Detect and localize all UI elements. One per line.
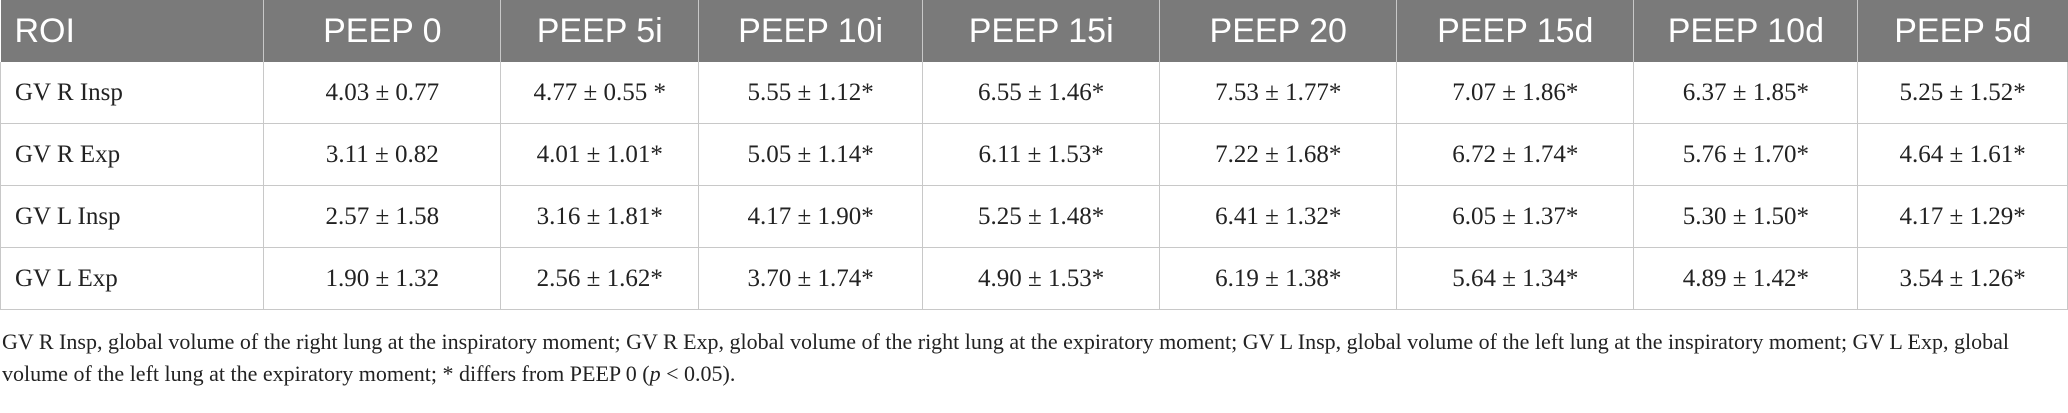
table-cell: 4.03 ± 0.77	[263, 62, 502, 124]
row-label: GV L Insp	[0, 185, 265, 248]
table-cell: 4.64 ± 1.61*	[1857, 123, 2068, 186]
row-label: GV R Insp	[0, 62, 265, 124]
table-cell: 5.05 ± 1.14*	[698, 123, 924, 186]
table-cell: 6.55 ± 1.46*	[922, 62, 1161, 124]
table-cell: 4.01 ± 1.01*	[500, 123, 700, 186]
table-cell: 4.77 ± 0.55 *	[500, 62, 700, 124]
table-cell: 4.17 ± 1.90*	[698, 185, 924, 248]
column-header-roi: ROI	[0, 0, 265, 62]
table-cell: 6.11 ± 1.53*	[922, 123, 1161, 186]
column-header-peep-10i: PEEP 10i	[698, 0, 924, 62]
table-cell: 7.53 ± 1.77*	[1159, 62, 1398, 124]
table-row-gv-r-exp: GV R Exp 3.11 ± 0.82 4.01 ± 1.01* 5.05 ±…	[0, 123, 2068, 186]
table-cell: 2.56 ± 1.62*	[500, 247, 700, 310]
table-cell: 6.41 ± 1.32*	[1159, 185, 1398, 248]
table-cell: 6.72 ± 1.74*	[1396, 123, 1635, 186]
table-cell: 2.57 ± 1.58	[263, 185, 502, 248]
column-header-peep-10d: PEEP 10d	[1633, 0, 1859, 62]
table-cell: 1.90 ± 1.32	[263, 247, 502, 310]
table-cell: 5.25 ± 1.48*	[922, 185, 1161, 248]
column-header-peep-5d: PEEP 5d	[1857, 0, 2068, 62]
table-cell: 6.05 ± 1.37*	[1396, 185, 1635, 248]
column-header-peep-5i: PEEP 5i	[500, 0, 700, 62]
table-cell: 3.54 ± 1.26*	[1857, 247, 2068, 310]
table-cell: 5.76 ± 1.70*	[1633, 123, 1859, 186]
footnote-threshold: < 0.05).	[660, 361, 736, 386]
footnote-text: GV R Insp, global volume of the right lu…	[2, 329, 2009, 386]
column-header-peep-20: PEEP 20	[1159, 0, 1398, 62]
row-label: GV L Exp	[0, 247, 265, 310]
table-cell: 5.55 ± 1.12*	[698, 62, 924, 124]
column-header-peep-15d: PEEP 15d	[1396, 0, 1635, 62]
header-row: ROI PEEP 0 PEEP 5i PEEP 10i PEEP 15i PEE…	[0, 0, 2068, 62]
table-cell: 7.07 ± 1.86*	[1396, 62, 1635, 124]
table-cell: 5.25 ± 1.52*	[1857, 62, 2068, 124]
table-cell: 4.90 ± 1.53*	[922, 247, 1161, 310]
data-table: ROI PEEP 0 PEEP 5i PEEP 10i PEEP 15i PEE…	[0, 0, 2068, 310]
table-footnote: GV R Insp, global volume of the right lu…	[0, 310, 2068, 390]
table-cell: 3.11 ± 0.82	[263, 123, 502, 186]
table-cell: 5.64 ± 1.34*	[1396, 247, 1635, 310]
column-header-peep-15i: PEEP 15i	[922, 0, 1161, 62]
table-cell: 7.22 ± 1.68*	[1159, 123, 1398, 186]
table-cell: 3.70 ± 1.74*	[698, 247, 924, 310]
column-header-peep-0: PEEP 0	[263, 0, 502, 62]
table-cell: 6.37 ± 1.85*	[1633, 62, 1859, 124]
table-cell: 4.89 ± 1.42*	[1633, 247, 1859, 310]
table-cell: 5.30 ± 1.50*	[1633, 185, 1859, 248]
table-row-gv-l-exp: GV L Exp 1.90 ± 1.32 2.56 ± 1.62* 3.70 ±…	[0, 247, 2068, 310]
table-cell: 6.19 ± 1.38*	[1159, 247, 1398, 310]
table-row-gv-l-insp: GV L Insp 2.57 ± 1.58 3.16 ± 1.81* 4.17 …	[0, 185, 2068, 248]
row-label: GV R Exp	[0, 123, 265, 186]
table-cell: 3.16 ± 1.81*	[500, 185, 700, 248]
table-row-gv-r-insp: GV R Insp 4.03 ± 0.77 4.77 ± 0.55 * 5.55…	[0, 62, 2068, 124]
footnote-p-symbol: p	[649, 361, 661, 386]
table-cell: 4.17 ± 1.29*	[1857, 185, 2068, 248]
